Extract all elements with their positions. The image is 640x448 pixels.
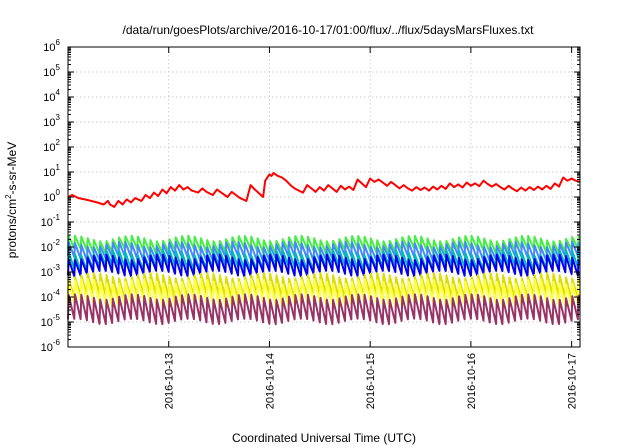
- y-tick-label: 100: [43, 188, 60, 204]
- y-axis-label-rest: -s-sr-MeV: [5, 142, 19, 195]
- x-tick-label: 2016-10-13: [164, 353, 176, 409]
- series-line-6: [67, 272, 580, 301]
- x-tick-label: 2016-10-16: [466, 353, 478, 409]
- y-tick-label: 103: [43, 113, 60, 129]
- series-line-2: [67, 234, 580, 255]
- series-line-8: [67, 293, 580, 326]
- x-tick-label: 2016-10-15: [365, 353, 377, 409]
- y-tick-label: 10-4: [41, 288, 61, 304]
- y-tick-label: 10-5: [41, 313, 61, 329]
- x-tick-label: 2016-10-17: [567, 353, 579, 409]
- y-tick-label: 10-2: [41, 238, 61, 254]
- series-line-5: [67, 253, 580, 278]
- y-axis-label-unit: protons/cm: [5, 199, 19, 258]
- series-group: [67, 172, 581, 326]
- x-tick-label: 2016-10-14: [264, 353, 276, 409]
- y-tick-label: 10-6: [41, 338, 61, 354]
- x-axis: 2016-10-13 2016-10-14 2016-10-15 2016-10-16…: [164, 47, 579, 409]
- y-tick-label: 106: [43, 38, 60, 54]
- y-axis-label: protons/cm2-s-sr-MeV: [4, 142, 19, 258]
- y-axis: 10-6 10-5 10-4 10-3 10-2 10-1 100 101 102 103 104 1…: [41, 38, 580, 354]
- series-line-1: [67, 172, 581, 208]
- y-tick-label: 10-3: [41, 263, 61, 279]
- y-tick-label: 104: [43, 88, 60, 104]
- x-axis-label: Coordinated Universal Time (UTC): [232, 431, 416, 445]
- chart-title: /data/run/goesPlots/archive/2016-10-17/0…: [123, 23, 535, 37]
- y-axis-label-exp: 2: [4, 194, 13, 199]
- y-tick-label: 102: [43, 138, 60, 154]
- series-line-7: [67, 278, 580, 308]
- y-tick-label: 10-1: [41, 213, 61, 229]
- y-tick-label: 101: [43, 163, 60, 179]
- series-line-3: [67, 240, 580, 263]
- y-tick-label: 105: [43, 63, 60, 79]
